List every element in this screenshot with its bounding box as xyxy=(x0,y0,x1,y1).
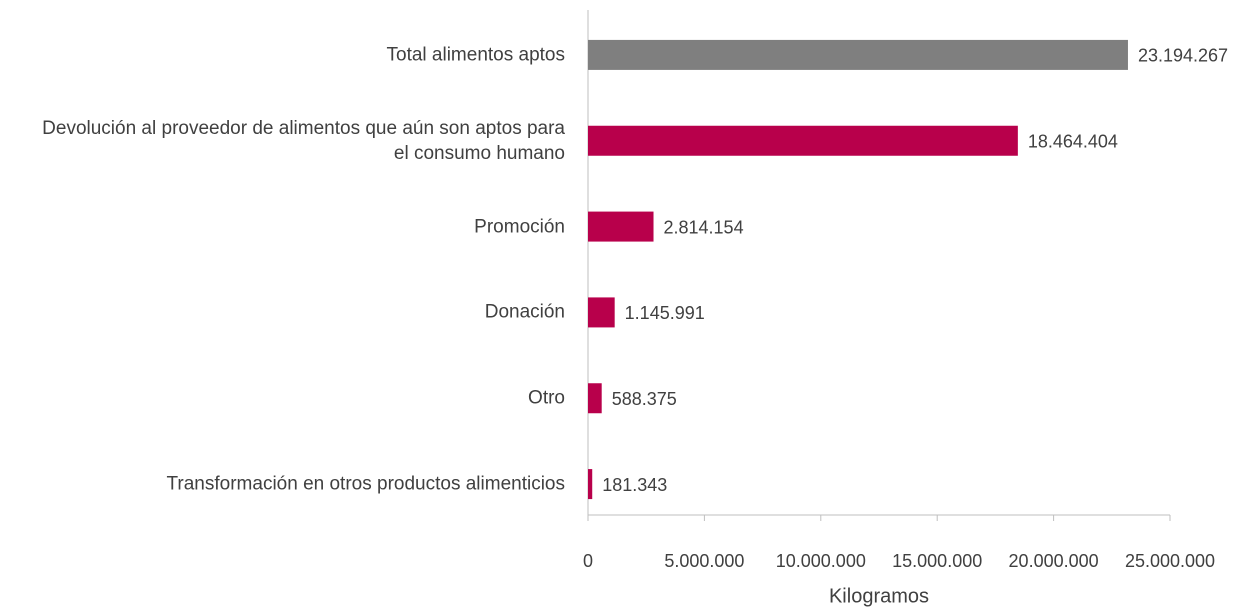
y-tick-label: Donación xyxy=(484,301,565,323)
value-label: 2.814.154 xyxy=(664,217,744,237)
bar xyxy=(588,383,602,414)
value-label: 588.375 xyxy=(612,389,677,409)
value-label: 18.464.404 xyxy=(1028,132,1118,152)
x-tick-label: 25.000.000 xyxy=(1125,551,1215,571)
bar xyxy=(588,469,593,500)
value-label: 181.343 xyxy=(602,475,667,495)
bar xyxy=(588,211,654,242)
value-label: 23.194.267 xyxy=(1138,46,1228,66)
x-axis-title: Kilogramos xyxy=(829,585,929,607)
y-tick-label: Otro xyxy=(528,387,565,409)
y-tick-label: Devolución al proveedor de alimentos que… xyxy=(42,117,565,164)
bar xyxy=(588,297,615,328)
value-label: 1.145.991 xyxy=(625,303,705,323)
x-tick-label: 0 xyxy=(583,551,593,571)
bar xyxy=(588,39,1128,70)
y-tick-label: Total alimentos aptos xyxy=(386,44,566,66)
x-tick-label: 15.000.000 xyxy=(892,551,982,571)
y-tick-label: Transformación en otros productos alimen… xyxy=(166,473,565,495)
x-tick-label: 10.000.000 xyxy=(776,551,866,571)
y-tick-label: Promoción xyxy=(474,216,565,238)
bar xyxy=(588,125,1018,156)
x-tick-label: 20.000.000 xyxy=(1009,551,1099,571)
x-tick-label: 5.000.000 xyxy=(664,551,744,571)
